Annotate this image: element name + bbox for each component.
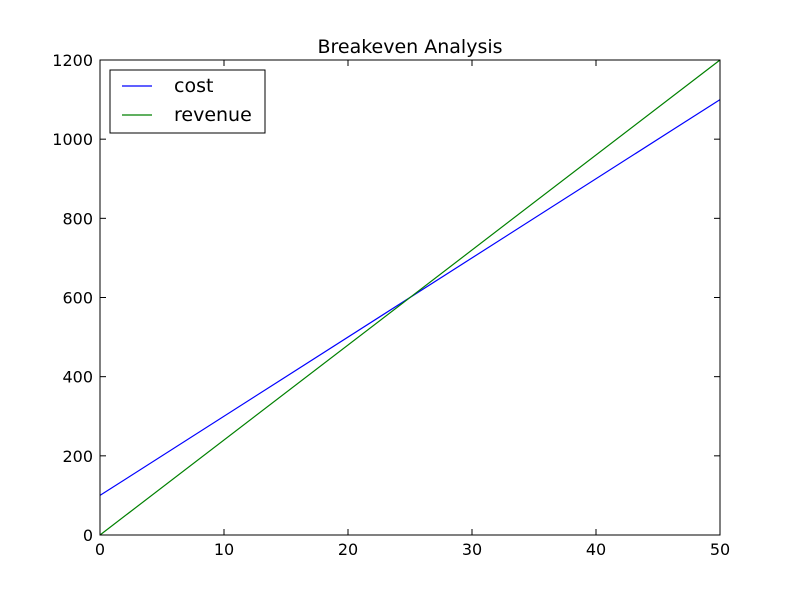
chart-title: Breakeven Analysis bbox=[317, 36, 502, 58]
x-tick-label: 0 bbox=[95, 540, 105, 559]
x-tick-label: 20 bbox=[338, 540, 358, 559]
y-tick-label: 200 bbox=[62, 447, 93, 466]
y-tick-label: 1000 bbox=[52, 130, 93, 149]
y-tick-label: 1200 bbox=[52, 51, 93, 70]
x-tick-label: 30 bbox=[462, 540, 482, 559]
x-tick-label: 50 bbox=[710, 540, 730, 559]
x-tick-label: 10 bbox=[214, 540, 234, 559]
legend: cost revenue bbox=[109, 69, 266, 134]
legend-label-revenue: revenue bbox=[174, 104, 252, 126]
legend-box bbox=[109, 69, 266, 134]
legend-label-cost: cost bbox=[174, 75, 213, 97]
series-layer bbox=[99, 59, 721, 536]
y-tick-label: 800 bbox=[62, 209, 93, 228]
y-tick-label: 400 bbox=[62, 368, 93, 387]
y-tick-label: 0 bbox=[83, 526, 93, 545]
ticks-layer: 0 10 20 30 40 50 0 200 400 600 800 1000 1200 bbox=[52, 51, 730, 559]
series-line-revenue bbox=[99, 59, 721, 536]
y-tick-label: 600 bbox=[62, 289, 93, 308]
x-tick-label: 40 bbox=[586, 540, 606, 559]
